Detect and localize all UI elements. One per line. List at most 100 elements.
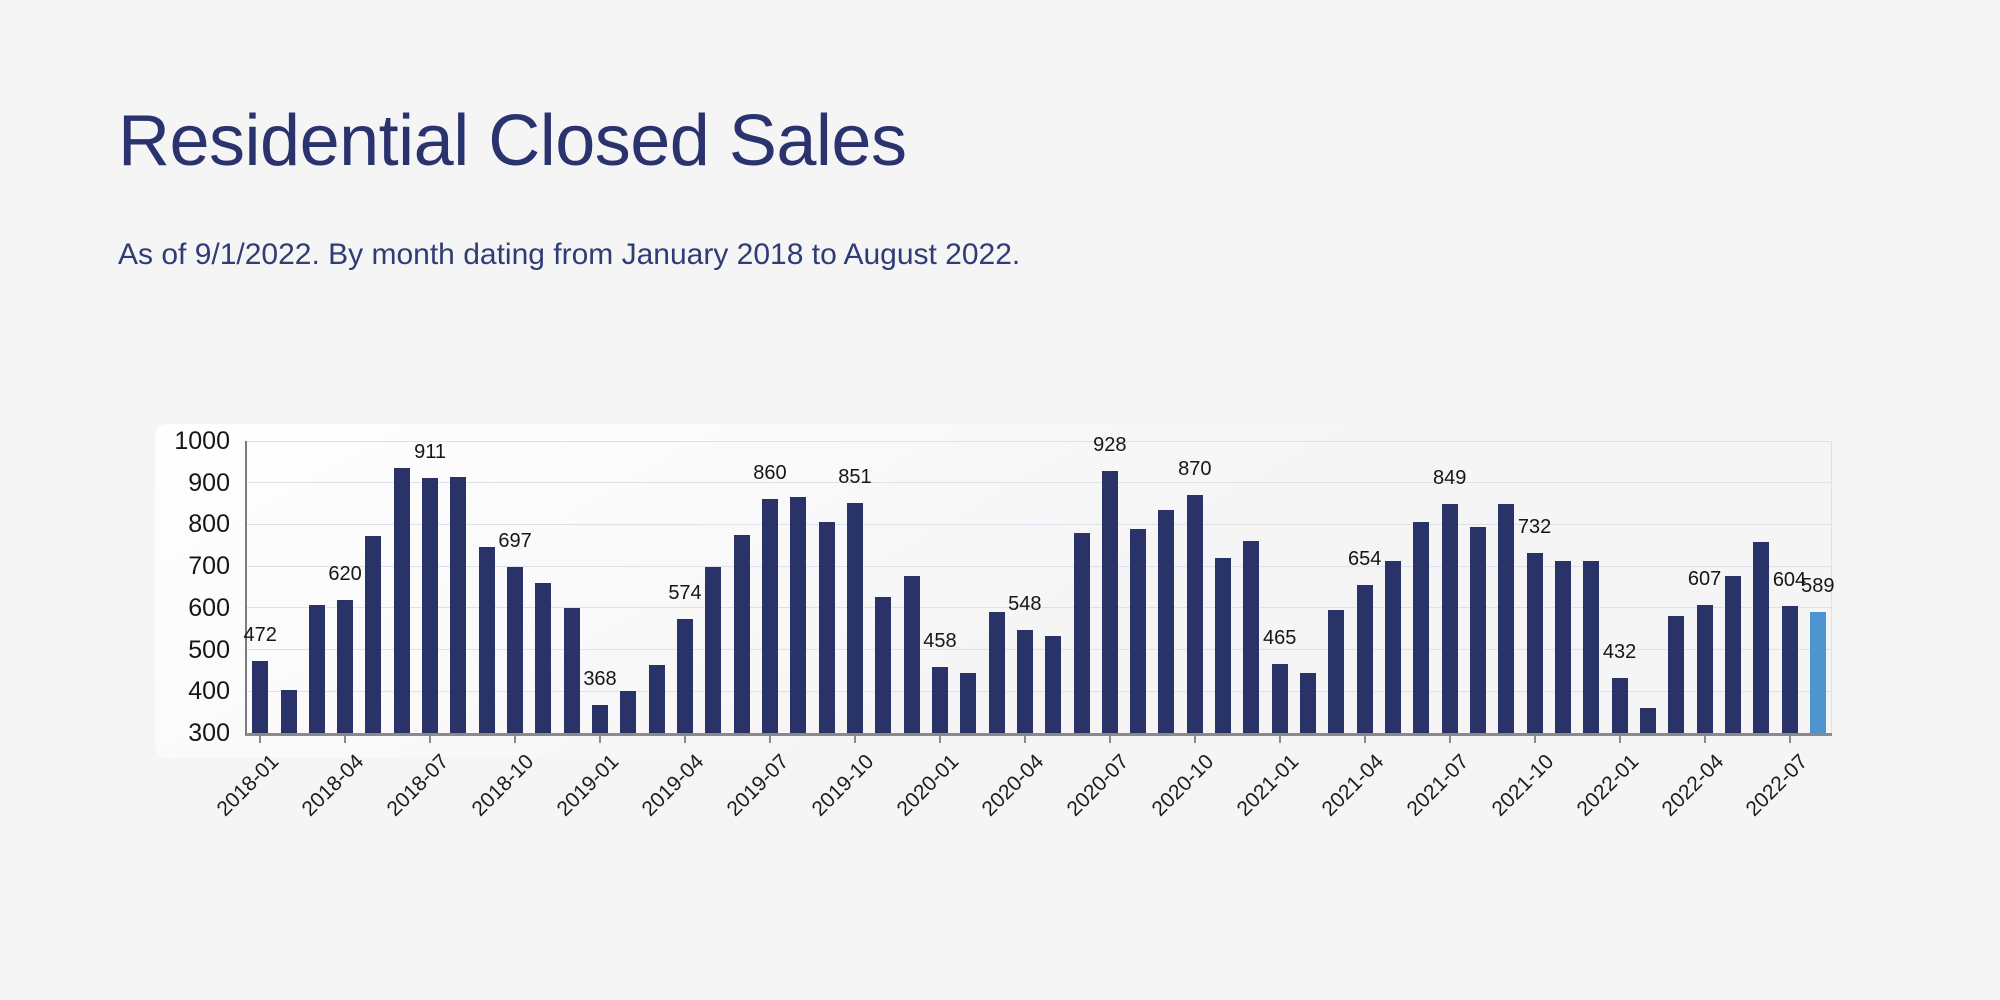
- bar-2019-04: [677, 618, 693, 733]
- x-tick-mark-2022-01: [1618, 736, 1621, 743]
- x-tick-mark-2018-04: [344, 736, 347, 743]
- bar-2019-02: [620, 691, 637, 733]
- bar-2018-08: [450, 476, 467, 733]
- y-axis-label-300: 300: [188, 719, 230, 747]
- bar-2020-10: [1186, 495, 1203, 733]
- bar-2021-08: [1470, 527, 1486, 733]
- bar-value-label-2018-10: 697: [498, 530, 532, 553]
- bar-value-label-2020-04: 548: [1008, 592, 1042, 615]
- bar-2020-12: [1243, 541, 1260, 733]
- bar-2021-11: [1554, 560, 1571, 733]
- bar-value-label-2019-07: 860: [753, 462, 787, 485]
- y-axis-line: [245, 441, 247, 736]
- bar-value-label-2022-04: 607: [1687, 567, 1722, 590]
- x-axis-label-2019-04: 2019-04: [637, 750, 709, 821]
- bar-2020-11: [1215, 557, 1232, 733]
- x-axis-line: [246, 733, 1832, 736]
- x-axis-label-2018-01: 2018-01: [212, 750, 284, 821]
- bar-value-label-2018-01: 472: [243, 624, 277, 647]
- y-axis-label-700: 700: [188, 552, 230, 581]
- bar-2018-01: [252, 661, 269, 733]
- bar-2020-06: [1073, 532, 1090, 733]
- bar-2022-02: [1639, 708, 1656, 733]
- x-axis-label-2018-04: 2018-04: [297, 750, 369, 821]
- bar-2018-05: [365, 535, 382, 733]
- y-axis-label-600: 600: [188, 593, 230, 622]
- bar-2022-03: [1668, 615, 1685, 733]
- x-axis-label-2018-10: 2018-10: [467, 750, 539, 821]
- bar-2020-07: [1101, 471, 1118, 733]
- bar-2018-10: [507, 567, 524, 733]
- bar-2019-07: [761, 499, 778, 733]
- gridline-900: [246, 482, 1832, 484]
- y-axis-label-400: 400: [188, 677, 230, 706]
- bar-2019-08: [790, 496, 807, 733]
- y-axis-label-1000: 1000: [174, 427, 230, 455]
- bar-2022-01: [1611, 677, 1628, 733]
- x-axis-label-2022-01: 2022-01: [1572, 750, 1643, 821]
- bar-2021-05: [1385, 561, 1401, 733]
- bar-2019-05: [705, 567, 722, 733]
- bar-value-label-2019-01: 368: [583, 667, 617, 690]
- bar-value-label-2022-01: 432: [1602, 640, 1637, 663]
- x-axis-label-2019-07: 2019-07: [722, 750, 794, 821]
- bar-2018-02: [280, 690, 297, 733]
- x-axis-label-2021-01: 2021-01: [1232, 750, 1303, 821]
- x-axis-label-2020-04: 2020-04: [977, 750, 1049, 821]
- x-axis-label-2021-04: 2021-04: [1317, 750, 1388, 821]
- y-axis-label-900: 900: [188, 468, 230, 497]
- bar-2019-01: [592, 704, 608, 733]
- bar-2021-02: [1300, 672, 1317, 733]
- bar-2022-07: [1781, 606, 1798, 733]
- y-axis-label-800: 800: [188, 510, 230, 539]
- gridline-1000: [246, 440, 1832, 442]
- bar-2021-03: [1328, 609, 1345, 733]
- bar-2021-07: [1441, 504, 1458, 733]
- x-tick-mark-2019-10: [853, 736, 856, 743]
- bar-2022-08: [1809, 612, 1826, 733]
- x-tick-mark-2019-01: [599, 736, 601, 743]
- bar-2018-12: [563, 608, 580, 733]
- gridline-400: [246, 690, 1832, 692]
- bar-2019-11: [875, 596, 892, 733]
- x-tick-mark-2020-07: [1108, 736, 1111, 743]
- gridline-800: [246, 523, 1832, 525]
- bar-value-label-2019-04: 574: [668, 581, 702, 604]
- bar-2020-04: [1016, 629, 1033, 733]
- gridline-500: [246, 649, 1832, 651]
- bar-value-label-2021-10: 732: [1517, 515, 1552, 538]
- bar-2019-06: [733, 534, 750, 733]
- x-axis-label-2020-01: 2020-01: [892, 750, 964, 821]
- x-axis-label-2019-01: 2019-01: [552, 750, 624, 821]
- bar-2018-03: [308, 604, 325, 733]
- bar-value-label-2020-01: 458: [923, 630, 957, 653]
- x-tick-mark-2021-04: [1363, 736, 1366, 743]
- bar-2019-12: [903, 576, 920, 733]
- bar-2019-03: [648, 665, 665, 733]
- x-tick-mark-2021-10: [1533, 736, 1536, 743]
- plot-right-border: [1831, 441, 1832, 733]
- bar-2021-10: [1526, 552, 1543, 733]
- bar-value-label-2021-04: 654: [1348, 548, 1382, 571]
- bar-2021-06: [1413, 522, 1430, 733]
- x-axis-label-2021-07: 2021-07: [1402, 750, 1473, 821]
- bar-2019-10: [846, 503, 863, 733]
- bar-2020-08: [1130, 528, 1147, 733]
- x-tick-mark-2019-07: [768, 736, 771, 743]
- x-tick-mark-2018-10: [514, 736, 517, 743]
- bar-2018-09: [478, 547, 495, 733]
- x-tick-mark-2020-01: [938, 736, 941, 743]
- bar-2018-07: [422, 478, 439, 733]
- bar-2021-12: [1583, 560, 1600, 733]
- page-title: Residential Closed Sales: [118, 101, 907, 181]
- bar-2020-09: [1158, 509, 1175, 733]
- x-axis-label-2018-07: 2018-07: [382, 750, 454, 821]
- bar-2022-04: [1696, 604, 1713, 733]
- bar-2021-01: [1271, 664, 1288, 733]
- page-subtitle: As of 9/1/2022. By month dating from Jan…: [118, 238, 1021, 271]
- x-axis-label-2021-10: 2021-10: [1487, 750, 1558, 821]
- bar-2021-09: [1498, 504, 1515, 733]
- bar-value-label-2019-10: 851: [838, 466, 872, 489]
- bar-value-label-2018-07: 911: [414, 441, 447, 464]
